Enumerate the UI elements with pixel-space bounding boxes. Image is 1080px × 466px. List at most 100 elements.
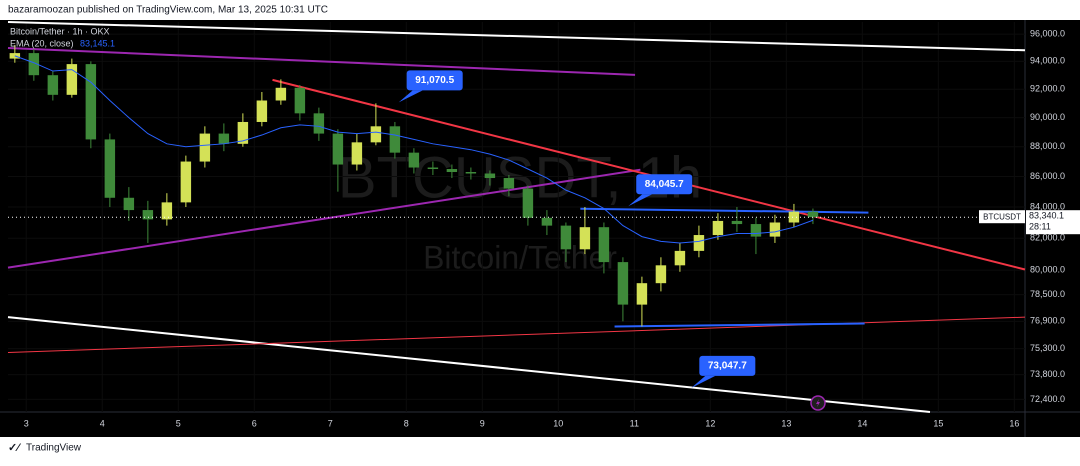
annotation-box xyxy=(636,174,693,195)
price-tag-countdown: 28:11 xyxy=(1029,222,1051,232)
candle-body xyxy=(636,283,648,305)
annotation-label: 73,047.7 xyxy=(708,361,747,372)
x-tick-label: 16 xyxy=(1009,418,1019,428)
y-tick-label: 82,000.0 xyxy=(1030,233,1065,243)
candle-body xyxy=(389,126,401,153)
trend-line xyxy=(580,207,869,214)
candle-body xyxy=(560,225,572,250)
candle-body xyxy=(85,64,97,140)
candle-body xyxy=(446,169,458,173)
x-tick-label: 15 xyxy=(933,418,943,428)
candle-body xyxy=(47,75,59,95)
price-tag-value: 83,340.1 xyxy=(1029,211,1064,221)
x-tick-label: 7 xyxy=(328,418,333,428)
candle-body xyxy=(351,142,363,165)
candle-body xyxy=(655,265,667,284)
candle-body xyxy=(541,217,553,226)
candle-body xyxy=(66,64,78,95)
annotation-pointer xyxy=(398,90,423,103)
candle-body xyxy=(199,133,211,162)
legend-symbol: Bitcoin/Tether · 1h · OKX xyxy=(10,26,110,36)
candle-body xyxy=(807,211,819,218)
candle-body xyxy=(370,126,382,143)
x-tick-label: 10 xyxy=(553,418,563,428)
y-tick-label: 76,900.0 xyxy=(1030,316,1065,326)
y-tick-label: 90,000.0 xyxy=(1030,112,1065,122)
y-tick-label: 80,000.0 xyxy=(1030,265,1065,275)
y-tick-label: 72,400.0 xyxy=(1030,394,1065,404)
x-tick-label: 5 xyxy=(176,418,181,428)
candle-body xyxy=(237,121,249,144)
trend-line xyxy=(7,168,641,269)
tv-logo: ✓⁄ xyxy=(8,442,21,454)
x-tick-label: 12 xyxy=(705,418,715,428)
candle-body xyxy=(332,133,344,165)
annotation-label: 84,045.7 xyxy=(645,179,684,190)
candle-body xyxy=(180,161,192,203)
candle-body xyxy=(693,235,705,251)
candle-body xyxy=(750,224,762,237)
annotation-box xyxy=(699,355,756,376)
price-tag-symbol: BTCUSDT xyxy=(983,212,1021,221)
candle-body xyxy=(123,197,135,211)
candle-body xyxy=(522,188,534,218)
candle-body xyxy=(408,152,420,168)
legend-ema-value: 83,145.1 xyxy=(80,38,115,48)
y-tick-label: 75,300.0 xyxy=(1030,343,1065,353)
x-tick-label: 4 xyxy=(100,418,105,428)
candle-body xyxy=(427,167,439,170)
candle-body xyxy=(275,87,287,101)
footer-brand: TradingView xyxy=(26,443,82,454)
x-tick-label: 3 xyxy=(24,418,29,428)
candle-body xyxy=(142,210,154,220)
trend-line xyxy=(7,316,931,413)
candle-body xyxy=(503,178,515,189)
candle-body xyxy=(28,53,40,76)
y-tick-label: 92,000.0 xyxy=(1030,84,1065,94)
price-tag-value-bg xyxy=(1026,210,1080,235)
y-tick-label: 73,800.0 xyxy=(1030,369,1065,379)
trend-line xyxy=(614,322,865,328)
x-tick-label: 11 xyxy=(630,418,639,428)
candle-body xyxy=(712,220,724,236)
candle-body xyxy=(579,227,591,250)
candle-body xyxy=(674,250,686,266)
x-tick-label: 14 xyxy=(857,418,867,428)
candle-body xyxy=(769,222,781,237)
candle-body xyxy=(256,100,268,122)
candle-body xyxy=(788,211,800,223)
y-tick-label: 96,000.0 xyxy=(1030,28,1065,38)
plot-layer: 91,070.5 84,045.7 73,047.7 xyxy=(7,21,1026,413)
x-tick-label: 13 xyxy=(781,418,791,428)
annotation-box xyxy=(406,70,463,91)
candle-body xyxy=(218,133,230,144)
publish-header: bazaramoozan published on TradingView.co… xyxy=(8,5,328,16)
x-tick-label: 9 xyxy=(480,418,485,428)
y-tick-label: 84,000.0 xyxy=(1030,201,1065,211)
x-tick-label: 6 xyxy=(252,418,257,428)
lightning-icon[interactable] xyxy=(810,395,826,411)
candle-body xyxy=(484,173,496,179)
candle-body xyxy=(465,172,477,174)
y-tick-label: 86,000.0 xyxy=(1030,171,1065,181)
annotation-pointer xyxy=(628,194,653,207)
candle-body xyxy=(617,262,629,305)
candle-body xyxy=(313,113,325,134)
y-tick-label: 94,000.0 xyxy=(1030,56,1065,66)
candle-body xyxy=(598,227,610,263)
candle-body xyxy=(731,220,743,225)
trend-line xyxy=(7,46,636,76)
trend-line xyxy=(7,21,1026,52)
x-tick-label: 8 xyxy=(404,418,409,428)
legend-ema-name: EMA (20, close) xyxy=(10,38,74,48)
annotation-pointer xyxy=(691,375,716,388)
ema-line xyxy=(14,55,814,244)
candle-body xyxy=(161,202,173,220)
price-tag-bg xyxy=(979,210,1025,224)
annotation-label: 91,070.5 xyxy=(415,75,454,86)
y-tick-label: 78,500.0 xyxy=(1030,289,1065,299)
y-tick-label: 88,000.0 xyxy=(1030,141,1065,151)
candle-body xyxy=(294,87,306,114)
candle-body xyxy=(104,139,116,198)
